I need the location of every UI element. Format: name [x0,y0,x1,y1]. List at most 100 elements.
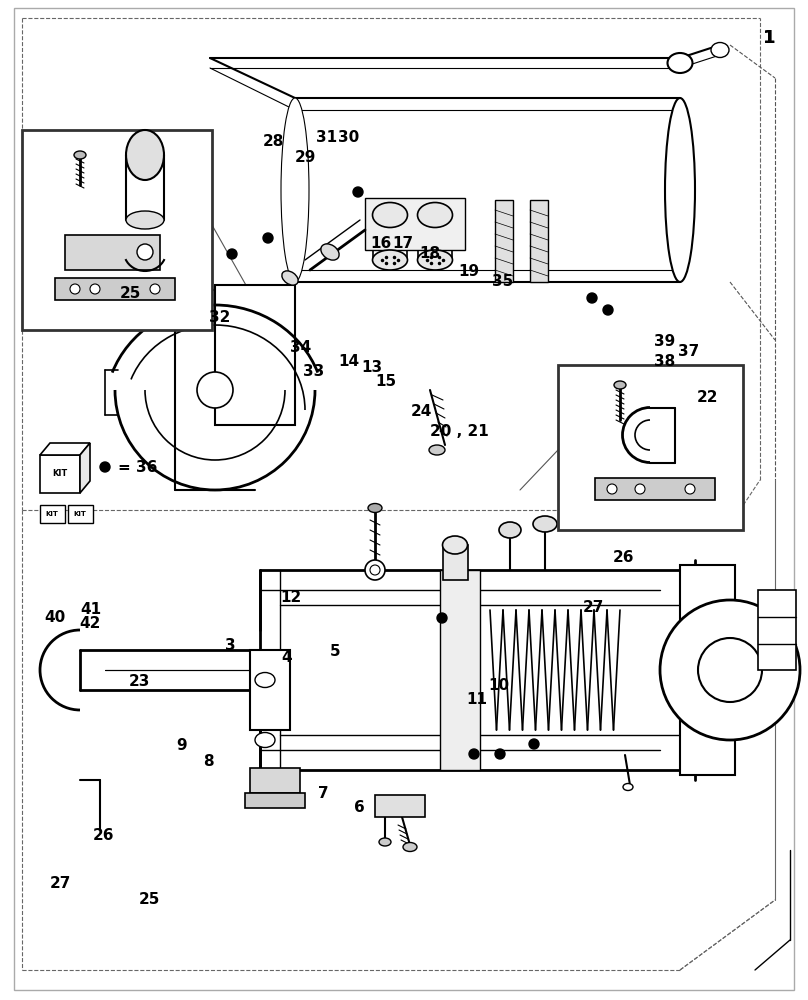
Ellipse shape [372,202,407,228]
Text: 34: 34 [290,340,311,355]
Text: 1: 1 [763,29,776,47]
Ellipse shape [667,53,692,73]
Circle shape [100,462,110,472]
Text: 14: 14 [339,354,360,368]
Ellipse shape [126,211,164,229]
Circle shape [698,638,762,702]
Text: 29: 29 [295,150,316,165]
Text: 5: 5 [330,645,341,660]
Bar [530,200,548,282]
Text: 25: 25 [120,286,141,302]
Circle shape [685,484,695,494]
Bar [250,650,290,730]
Circle shape [263,233,273,243]
Circle shape [587,293,597,303]
Circle shape [197,372,233,408]
Ellipse shape [418,250,452,270]
Text: 9: 9 [176,738,187,754]
Bar [40,455,80,493]
Text: KIT: KIT [53,470,68,479]
Text: 32: 32 [209,310,230,326]
Circle shape [137,244,153,260]
Text: 17: 17 [392,236,413,251]
Text: 26: 26 [93,828,114,844]
Ellipse shape [126,130,164,180]
Text: 31: 31 [316,130,337,145]
Text: 15: 15 [376,374,397,389]
Text: 24: 24 [411,404,432,420]
Bar [40,505,65,523]
Text: 40: 40 [44,610,65,626]
Text: 28: 28 [263,134,284,149]
Bar [55,278,175,300]
Circle shape [469,749,479,759]
Ellipse shape [614,381,626,389]
Text: 26: 26 [613,550,634,566]
Circle shape [529,739,539,749]
Ellipse shape [711,42,729,57]
Ellipse shape [665,98,695,282]
Bar [758,590,796,670]
Bar [215,285,295,425]
Ellipse shape [368,504,382,512]
Text: 8: 8 [203,754,214,770]
Text: 35: 35 [492,274,513,290]
Text: 7: 7 [318,786,329,800]
Text: 1: 1 [763,29,775,47]
Circle shape [495,749,505,759]
Circle shape [70,284,80,294]
Text: 23: 23 [128,674,149,690]
Circle shape [437,613,447,623]
Text: KIT: KIT [74,511,86,517]
Text: 25: 25 [139,892,160,908]
Ellipse shape [282,271,298,285]
Ellipse shape [74,151,86,159]
Text: 41: 41 [80,602,101,617]
Bar [22,130,212,330]
Bar [65,235,160,270]
Bar [245,793,305,808]
Text: 3: 3 [225,638,236,652]
Text: 38: 38 [654,355,675,369]
Ellipse shape [418,202,452,228]
Bar [558,365,743,530]
Circle shape [365,560,385,580]
Circle shape [660,600,800,740]
Text: 19: 19 [458,264,479,279]
Text: 18: 18 [419,246,440,261]
Text: 27: 27 [50,876,71,890]
Circle shape [150,284,160,294]
Ellipse shape [255,732,275,748]
Text: 16: 16 [371,236,392,251]
Bar [595,478,715,500]
Ellipse shape [255,672,275,688]
Bar [68,505,93,523]
Ellipse shape [443,536,468,554]
Bar [680,565,735,775]
Circle shape [635,484,645,494]
Text: 42: 42 [80,616,101,632]
Ellipse shape [533,516,557,532]
Circle shape [90,284,100,294]
Ellipse shape [403,842,417,852]
Circle shape [603,305,613,315]
Text: 20 , 21: 20 , 21 [430,424,488,440]
Text: 13: 13 [361,360,382,375]
Ellipse shape [429,445,445,455]
Ellipse shape [372,250,407,270]
Text: 33: 33 [303,364,324,379]
Text: 27: 27 [583,600,604,615]
Polygon shape [40,443,90,455]
Text: 30: 30 [339,130,360,145]
Ellipse shape [623,784,633,790]
Text: 4: 4 [281,650,292,666]
Text: 22: 22 [697,390,718,406]
Ellipse shape [281,98,309,282]
Text: 39: 39 [654,334,675,350]
Polygon shape [80,443,90,493]
Text: 11: 11 [466,692,487,708]
Text: 12: 12 [280,590,301,605]
Bar [375,795,425,817]
Bar [440,570,480,770]
Bar [365,198,465,250]
